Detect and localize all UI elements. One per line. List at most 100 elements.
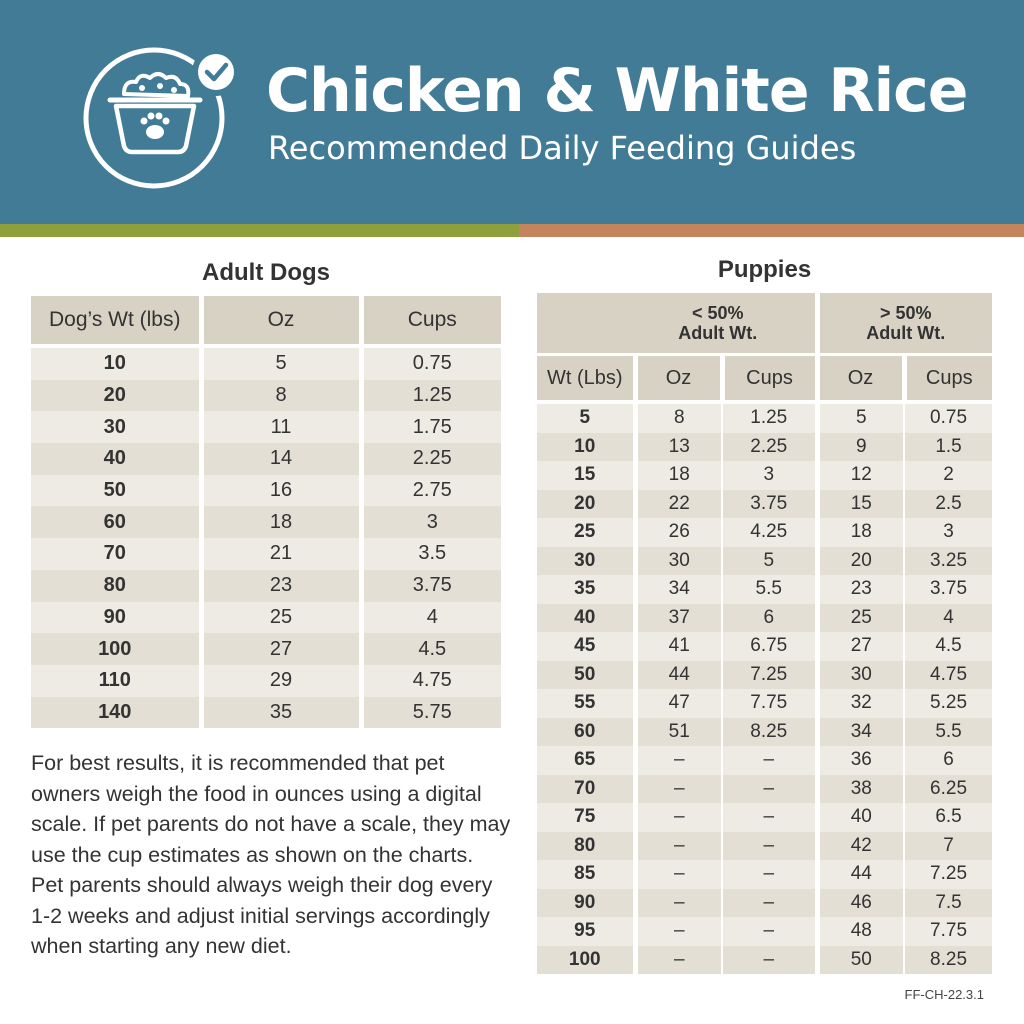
value-cell: 5 [817,404,906,433]
value-cell: 16 [201,474,364,507]
value-cell: 18 [635,461,723,490]
value-cell: 4.25 [722,518,820,547]
value-cell: – [635,774,723,803]
value-cell: 6 [722,603,820,632]
value-cell: – [635,945,723,974]
table-row: 20 22 3.75 15 2.5 [537,489,993,518]
table-row: 55 47 7.75 32 5.25 [537,689,993,718]
value-cell: 34 [817,717,906,746]
value-cell: 13 [635,432,723,461]
value-cell: 8.25 [722,717,820,746]
puppy-header-row: Wt (Lbs) Oz Cups Oz Cups [537,353,993,400]
value-cell: 18 [817,518,906,547]
value-cell: – [635,746,723,775]
adult-table-body: 10 5 0.75 20 8 1.25 30 11 1.75 40 14 2.25 50 16 2.75 60… [31,348,501,729]
value-cell: 25 [201,601,364,634]
weight-cell: 110 [31,664,204,697]
weight-cell: 60 [31,506,204,539]
weight-cell: 40 [31,443,204,475]
value-cell: 50 [817,945,906,974]
column-header-cups-over: Cups [904,353,993,400]
value-cell: – [635,888,723,917]
value-cell: 1.25 [361,379,501,412]
value-cell: 2.75 [361,474,501,507]
table-row: 50 44 7.25 30 4.75 [537,660,993,689]
value-cell: 34 [635,575,723,604]
value-cell: – [722,774,820,803]
weight-cell: 70 [31,538,204,570]
table-row: 50 16 2.75 [31,474,501,507]
value-cell: 42 [817,831,906,860]
value-cell: 11 [201,411,364,444]
weight-cell: 15 [537,461,638,490]
weight-cell: 95 [537,917,638,946]
value-cell: 38 [817,774,906,803]
value-cell: 2.25 [722,432,820,461]
value-cell: 3.5 [361,538,501,570]
value-cell: – [722,831,820,860]
value-cell: 44 [817,860,906,889]
group-over-50: > 50% Adult Wt. [817,293,993,355]
value-cell: 7.75 [722,689,820,718]
value-cell: 4.5 [361,633,501,665]
weight-cell: 55 [537,689,638,718]
value-cell: 1.75 [361,411,501,444]
value-cell: 23 [817,575,906,604]
weight-cell: 100 [31,633,204,665]
header-banner [0,0,1024,224]
checkmark-icon [204,62,229,82]
table-row: 10 13 2.25 9 1.5 [537,432,993,461]
value-cell: 46 [817,888,906,917]
value-cell: – [722,746,820,775]
dog-bowl-icon [83,47,240,189]
value-cell: 3 [904,518,993,547]
table-row: 30 11 1.75 [31,411,501,444]
weight-cell: 5 [537,404,638,433]
value-cell: 22 [635,489,723,518]
table-row: 45 41 6.75 27 4.5 [537,632,993,661]
table-row: 90 25 4 [31,601,501,634]
value-cell: 3 [361,506,501,539]
value-cell: 36 [817,746,906,775]
value-cell: 0.75 [904,404,993,433]
value-cell: 21 [201,538,364,570]
column-header-oz-over: Oz [817,353,907,400]
table-row: 35 34 5.5 23 3.75 [537,575,993,604]
puppy-feeding-table: < 50% Adult Wt. > 50% Adult Wt. Wt (Lbs)… [537,293,993,974]
value-cell: 40 [817,803,906,832]
weight-cell: 65 [537,746,638,775]
weight-cell: 85 [537,860,638,889]
check-badge [198,54,234,90]
weight-cell: 80 [31,569,204,602]
puppy-group-row: < 50% Adult Wt. > 50% Adult Wt. [537,293,993,355]
value-cell: 4.75 [361,664,501,697]
value-cell: 9 [817,432,906,461]
value-cell: 27 [817,632,906,661]
value-cell: – [722,888,820,917]
value-cell: 14 [201,443,364,475]
table-row: 80 23 3.75 [31,569,501,602]
weight-cell: 35 [537,575,638,604]
table-row: 5 8 1.25 5 0.75 [537,404,993,433]
table-row: 65– –36 6 [537,746,993,775]
table-row: 15 18 3 12 2 [537,461,993,490]
value-cell: 35 [201,696,364,729]
table-row: 110 29 4.75 [31,664,501,697]
value-cell: 6.25 [904,774,993,803]
weight-cell: 50 [31,474,204,507]
value-cell: 29 [201,664,364,697]
column-header-oz: Oz [201,296,364,344]
weight-cell: 30 [31,411,204,444]
puppy-table-body: 5 8 1.25 5 0.75 10 13 2.25 9 1.5 15 18 3 12 2 20 22 3.75 1… [537,404,993,974]
value-cell: 48 [817,917,906,946]
value-cell: – [722,860,820,889]
value-cell: – [635,860,723,889]
value-cell: 5.5 [722,575,820,604]
weight-cell: 100 [537,945,638,974]
weight-cell: 25 [537,518,638,547]
table-row: 70 21 3.5 [31,538,501,570]
table-row: 10 5 0.75 [31,348,501,380]
value-cell: 15 [817,489,906,518]
paw-icon [146,125,164,139]
value-cell: – [635,831,723,860]
